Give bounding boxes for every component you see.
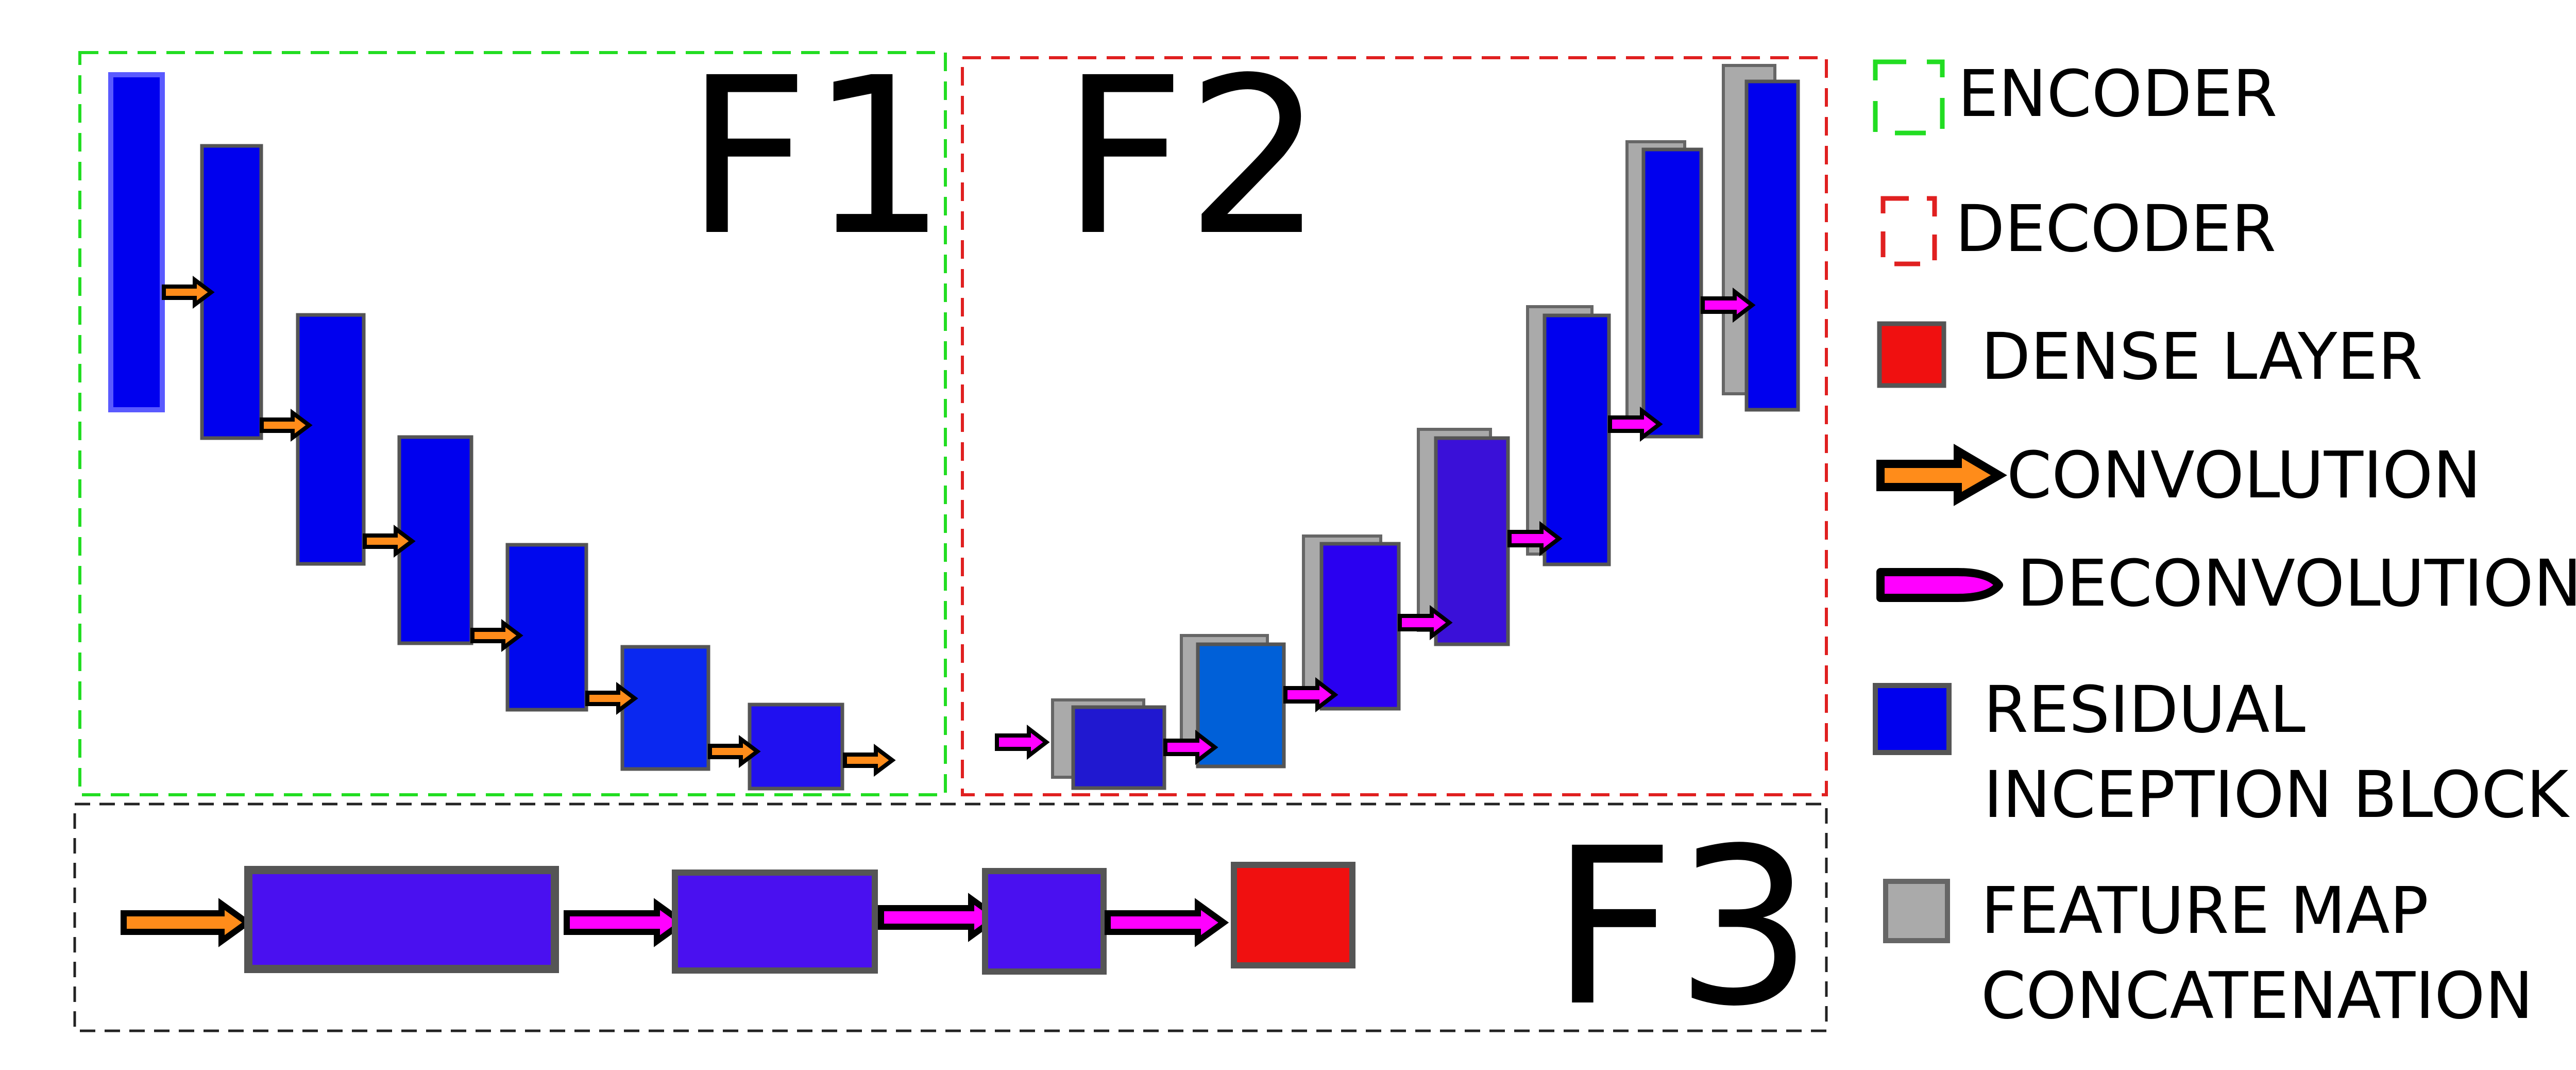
deconvolution-arrow: [567, 904, 683, 941]
decoder-block: [1543, 313, 1611, 566]
legend-residual-label-line1: RESIDUAL: [1984, 673, 2306, 747]
convolution-arrow: [124, 904, 247, 941]
legend-encoder-icon: [1873, 59, 1945, 136]
encoder-block: [296, 313, 366, 566]
legend-dense-label: DENSE LAYER: [1981, 320, 2422, 394]
convolution-arrow: [845, 748, 892, 773]
encoder-panel-label: F1: [685, 31, 947, 283]
legend-encoder-label: ENCODER: [1958, 57, 2277, 131]
legend-feature-map-label-line1: FEATURE MAP: [1981, 874, 2429, 948]
encoder-panel-border: [78, 51, 947, 796]
dense-panel: F3: [73, 802, 1828, 1054]
legend-convolution-icon: [1876, 444, 2007, 506]
f3-block: [672, 870, 878, 974]
deconvolution-arrow: [1108, 904, 1224, 941]
f3-block: [982, 868, 1107, 975]
legend-residual-icon: [1873, 683, 1952, 755]
encoder-block: [505, 543, 588, 712]
legend-feature-map-icon: [1883, 879, 1950, 943]
legend-residual-label-line2: INCEPTION BLOCK: [1984, 758, 2570, 832]
deconvolution-arrow: [881, 899, 997, 936]
legend-convolution-label: CONVOLUTION: [2007, 438, 2481, 513]
decoder-block: [1641, 147, 1703, 439]
legend-deconvolution-label: DECONVOLUTION: [2017, 546, 2576, 621]
encoder-block: [620, 645, 710, 771]
legend-dense-icon: [1877, 321, 1946, 388]
legend-decoder-icon: [1880, 196, 1937, 266]
encoder-panel: F1: [78, 31, 947, 796]
encoder-block: [108, 72, 165, 412]
legend-decoder-label: DECODER: [1955, 192, 2276, 266]
encoder-block: [748, 703, 844, 791]
legend: ENCODER DECODER DENSE LAYER CONVOLUTION …: [1873, 57, 2576, 1033]
decoder-block: [1319, 542, 1401, 711]
decoder-panel-border: [961, 56, 1828, 796]
decoder-block: [1071, 705, 1166, 790]
deconvolution-arrow: [997, 729, 1046, 756]
decoder-panel: F2: [961, 31, 1828, 796]
legend-deconvolution-icon: [1876, 568, 2003, 602]
decoder-block: [1434, 436, 1510, 646]
dense-panel-border: [73, 802, 1828, 1032]
decoder-panel-label: F2: [1061, 31, 1324, 283]
dense-layer: [1231, 862, 1355, 968]
decoder-block: [1744, 79, 1800, 412]
legend-feature-map-label-line2: CONCATENATION: [1981, 959, 2533, 1033]
f3-block: [244, 866, 559, 973]
dense-panel-label: F3: [1551, 802, 1813, 1054]
